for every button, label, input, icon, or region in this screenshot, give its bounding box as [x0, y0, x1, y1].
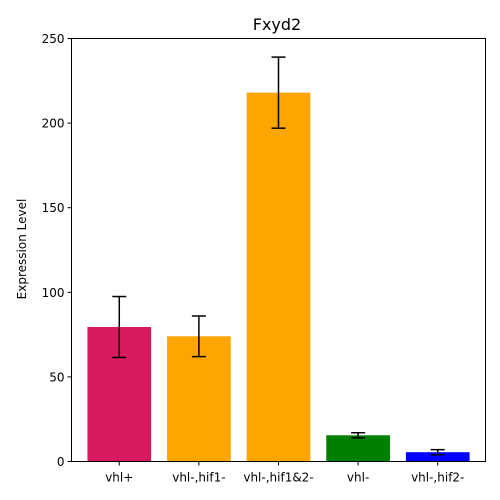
- bar-4: [405, 452, 470, 462]
- y-axis-label: Expression Level: [15, 199, 29, 300]
- bars-group: [87, 92, 470, 462]
- error-bar-2: [271, 56, 286, 129]
- y-tick-label: 150: [42, 201, 65, 215]
- chart-title: Fxyd2: [253, 15, 301, 34]
- x-tick-label: vhl-: [347, 471, 369, 485]
- error-bar-3: [351, 431, 366, 439]
- x-tick-label: vhl+: [105, 471, 133, 485]
- bar-2: [246, 92, 311, 462]
- y-tick-label: 100: [42, 286, 65, 300]
- bar-3: [326, 435, 390, 462]
- y-tick-label: 50: [49, 370, 64, 384]
- y-ticks-group: 0 50 100 150 200 250: [42, 32, 72, 469]
- x-ticks-group: vhl+ vhl-,hif1- vhl-,hif1&2- vhl-vhl-,hif2-: [105, 461, 464, 485]
- y-tick-label: 250: [42, 32, 65, 46]
- error-bars-group: [112, 56, 445, 456]
- x-tick-label: vhl-,hif1-: [172, 471, 225, 485]
- error-bar-4: [430, 448, 445, 456]
- error-bar-1: [191, 315, 206, 358]
- x-tick-label: vhl-,hif1&2-: [243, 471, 313, 485]
- x-tick-label: vhl-,hif2-: [411, 471, 464, 485]
- error-bar-0: [112, 295, 127, 359]
- y-tick-label: 0: [57, 455, 65, 469]
- plot-frame: [71, 38, 486, 462]
- y-tick-label: 200: [42, 117, 65, 131]
